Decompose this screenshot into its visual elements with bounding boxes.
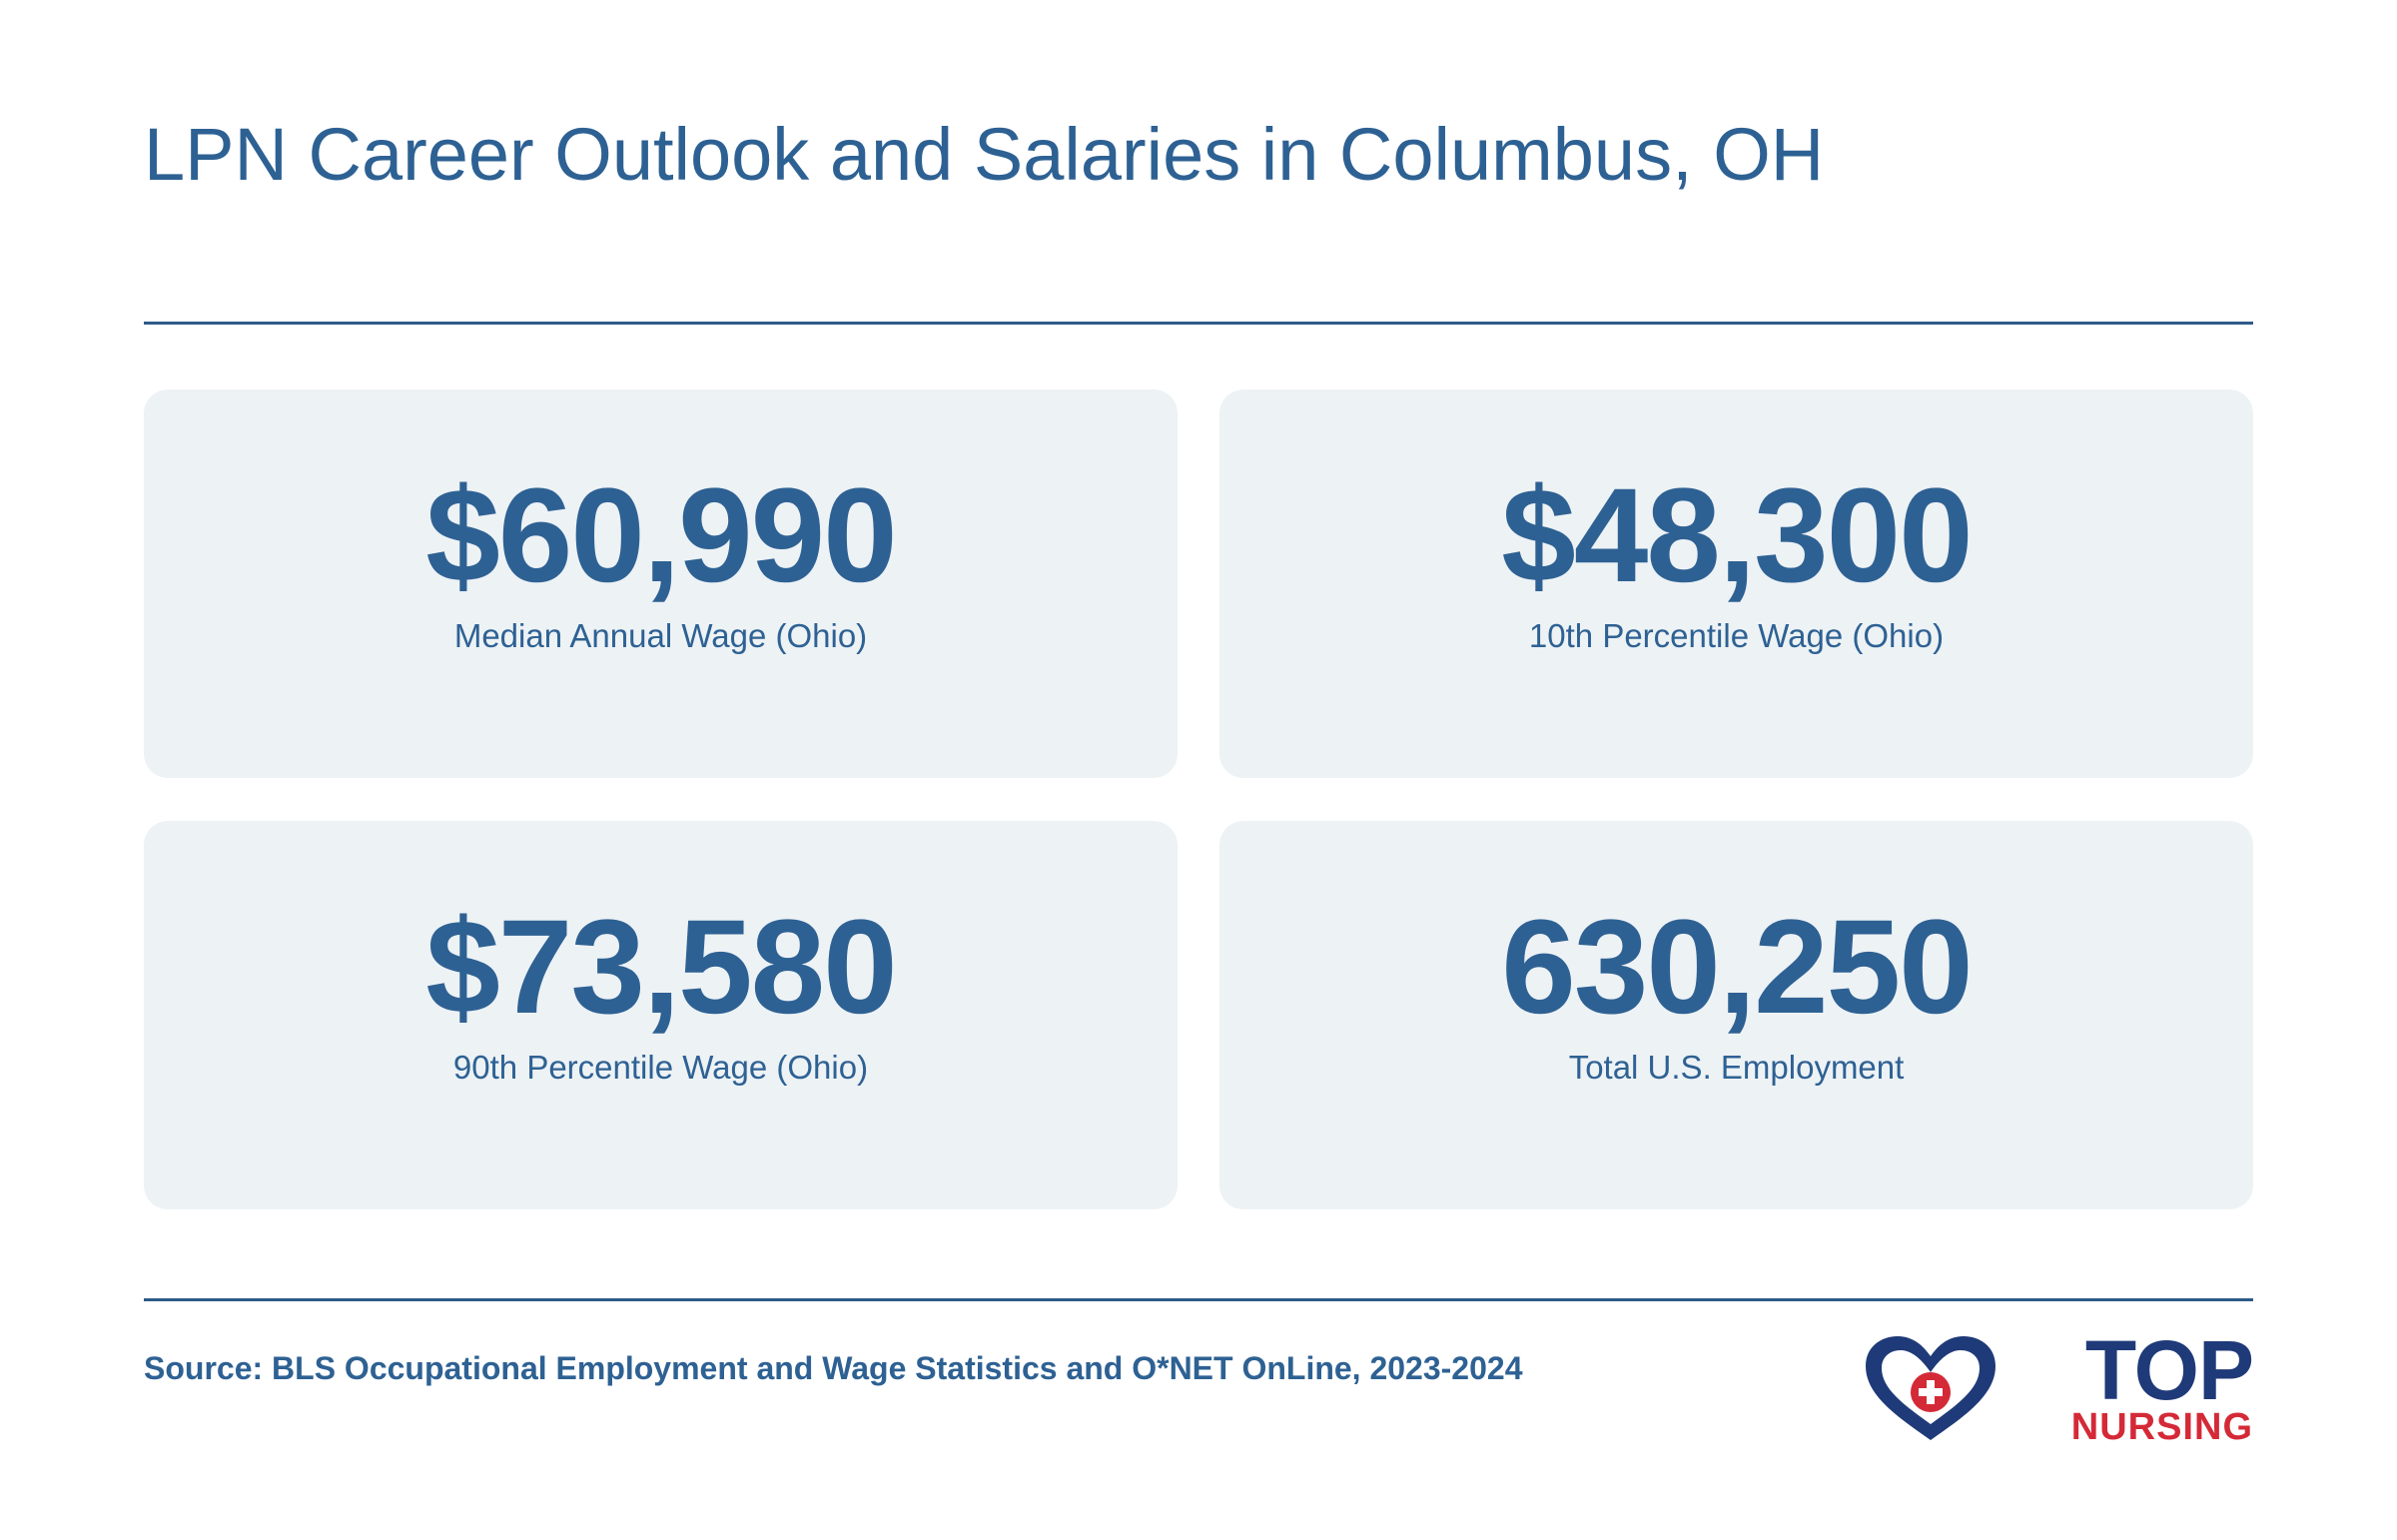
stat-card: $60,990 Median Annual Wage (Ohio) xyxy=(144,389,1178,778)
stat-card: $73,580 90th Percentile Wage (Ohio) xyxy=(144,821,1178,1209)
stat-value: $48,300 xyxy=(1501,461,1973,610)
divider xyxy=(144,322,2253,325)
stat-label: 90th Percentile Wage (Ohio) xyxy=(452,1049,869,1086)
stat-card: $48,300 10th Percentile Wage (Ohio) xyxy=(1219,389,2253,778)
stat-label: Total U.S. Employment xyxy=(1568,1049,1905,1086)
source-note: Source: BLS Occupational Employment and … xyxy=(144,1350,1523,1386)
logo-text: TOP xyxy=(2084,1323,2254,1417)
stat-label: 10th Percentile Wage (Ohio) xyxy=(1528,617,1945,654)
stat-card: 630,250 Total U.S. Employment xyxy=(1219,821,2253,1209)
stat-value: $73,580 xyxy=(425,893,897,1042)
divider xyxy=(144,1298,2253,1301)
stat-value: $60,990 xyxy=(425,461,897,610)
page-title: LPN Career Outlook and Salaries in Colum… xyxy=(144,113,1825,196)
logo-heart xyxy=(1866,1336,1996,1440)
stat-label: Median Annual Wage (Ohio) xyxy=(453,617,868,654)
logo-text: NURSING xyxy=(2070,1406,2253,1448)
stat-value: 630,250 xyxy=(1501,893,1973,1042)
